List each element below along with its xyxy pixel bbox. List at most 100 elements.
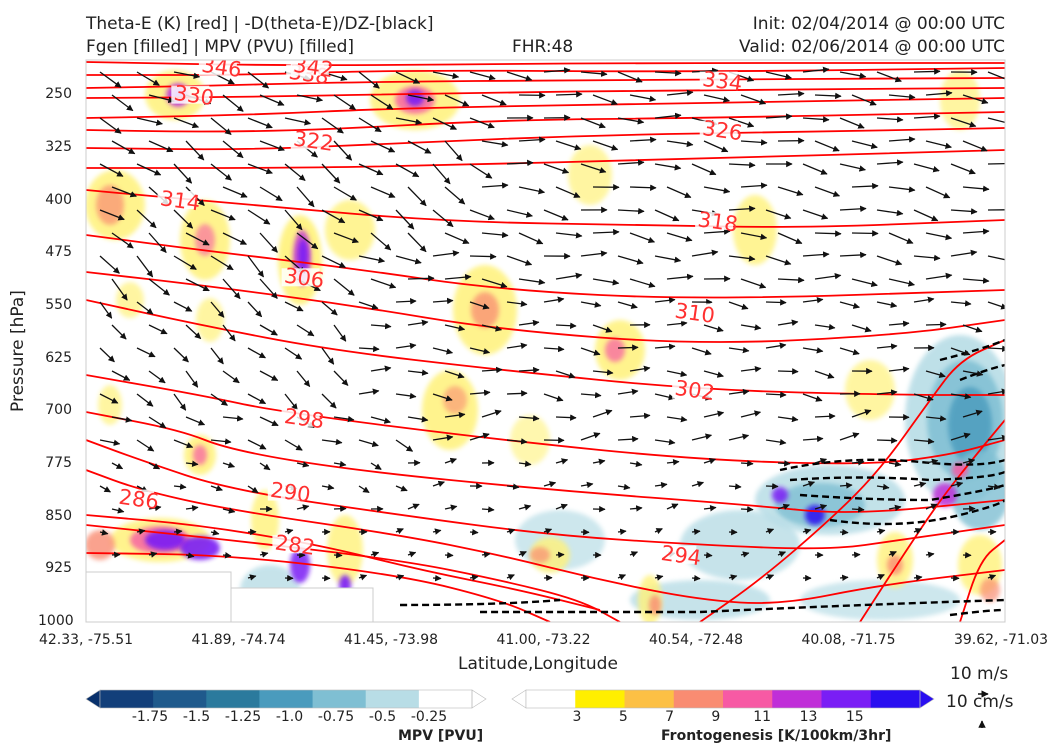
wind-arrow <box>358 574 368 581</box>
wind-arrow <box>925 551 935 558</box>
mpv-colorbar-tick: -1.25 <box>224 709 262 725</box>
wind-arrow <box>506 574 515 581</box>
theta-e-line <box>86 149 1005 169</box>
wind-arrow <box>703 457 717 465</box>
wind-arrow <box>580 250 608 257</box>
wind-arrow <box>284 393 298 411</box>
wind-arrow <box>617 159 645 166</box>
wind-arrow <box>469 117 495 129</box>
wind-arrow <box>814 186 841 197</box>
wind-arrow <box>185 324 202 340</box>
wind-arrow <box>703 410 725 418</box>
wind-arrow <box>518 551 527 558</box>
theta-e-label-bg <box>198 60 237 76</box>
title-line-1: Theta-E (K) [red] | -D(theta-E)/DZ-[blac… <box>86 14 434 34</box>
fill-blob <box>510 415 550 465</box>
wind-arrow <box>99 529 109 536</box>
wind-arrow <box>506 483 520 490</box>
wind-arrow <box>629 551 639 558</box>
theta-e-label-bg <box>695 212 734 231</box>
wind-arrow <box>703 370 724 378</box>
wind-arrow <box>913 113 941 120</box>
wind-arrow <box>814 92 842 100</box>
wind-arrow <box>913 254 941 262</box>
wind-arrow <box>629 460 643 468</box>
wind-arrow <box>839 163 866 172</box>
wind-arrow <box>765 113 793 120</box>
theta-e-label: 294 <box>660 541 703 570</box>
wind-arrow <box>444 370 465 379</box>
wind-arrow <box>259 462 271 471</box>
wind-arrow <box>925 321 947 328</box>
wind-arrow <box>481 231 509 239</box>
y-tick-label: 325 <box>45 138 72 155</box>
wind-arrow <box>740 324 762 331</box>
wind-arrow <box>284 117 312 126</box>
y-tick-label: 850 <box>45 507 72 524</box>
y-tick-label: 475 <box>45 244 72 261</box>
wind-arrow <box>839 347 860 356</box>
wind-arrow <box>703 186 731 194</box>
wind-arrow <box>777 503 790 510</box>
wind-arrow <box>148 551 158 558</box>
wind-arrow <box>444 94 470 107</box>
wind-arrow <box>395 71 421 84</box>
wind-arrow <box>617 255 644 265</box>
wind-arrow <box>321 301 338 316</box>
wind-arrow <box>839 117 865 129</box>
stability-line <box>949 608 1005 617</box>
wind-arrow <box>173 117 200 129</box>
wind-arrow <box>666 273 694 281</box>
wind-arrow <box>148 462 161 470</box>
wind-arrow <box>666 232 693 242</box>
wind-arrow <box>432 250 460 257</box>
wind-arrow <box>518 232 544 245</box>
stability-line <box>829 499 1005 526</box>
terrain-block <box>230 587 374 622</box>
wind-arrow <box>222 94 244 112</box>
wind-arrow <box>333 324 347 342</box>
wind-arrow <box>148 416 167 429</box>
wind-arrow <box>765 209 792 220</box>
wind-arrow <box>962 228 990 235</box>
wind-arrow <box>851 94 877 106</box>
wind-arrow <box>629 136 657 144</box>
wind-arrow <box>888 366 910 373</box>
wind-arrow <box>987 71 1005 80</box>
wind-arrow <box>395 117 423 126</box>
theta-e-line <box>86 97 1005 119</box>
wind-arrow <box>247 209 271 225</box>
wind-arrow <box>728 205 756 213</box>
wind-arrow <box>247 347 266 359</box>
fill-blob <box>325 200 375 260</box>
wind-arrow <box>395 439 414 452</box>
wind-arrow <box>913 574 923 581</box>
forecast-hour: FHR:48 <box>512 37 574 57</box>
wind-arrow <box>962 409 983 418</box>
wind-arrow <box>592 94 618 106</box>
wind-arrow <box>481 278 508 289</box>
wind-arrow <box>210 485 223 492</box>
wind-arrow <box>876 574 885 581</box>
colorbar-segment <box>526 690 576 708</box>
wind-arrow <box>580 432 601 441</box>
wind-arrow <box>876 389 898 396</box>
wind-arrow <box>728 433 750 441</box>
wind-arrow <box>370 462 382 470</box>
wind-arrow <box>469 574 479 581</box>
wind-arrow <box>321 483 335 491</box>
wind-arrow <box>555 322 577 329</box>
theta-e-line <box>86 552 551 622</box>
wind-arrow <box>555 503 568 510</box>
wind-arrow <box>432 480 445 488</box>
theta-e-label: 330 <box>172 81 215 110</box>
wind-arrow <box>358 209 384 222</box>
wind-arrow <box>654 528 663 535</box>
wind-arrow <box>99 209 125 221</box>
wind-arrow <box>666 503 679 510</box>
theta-e-label: 310 <box>673 299 716 328</box>
theta-e-line <box>86 234 1005 299</box>
mpv-colorbar-label: MPV [PVU] <box>398 728 484 744</box>
wind-arrow <box>111 416 133 423</box>
wind-arrow <box>284 439 303 451</box>
